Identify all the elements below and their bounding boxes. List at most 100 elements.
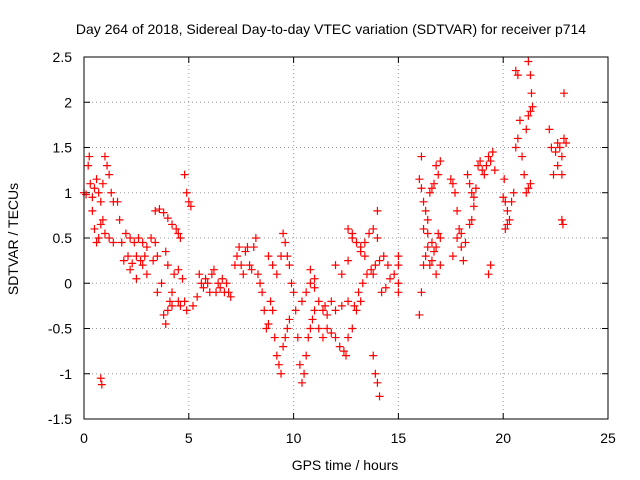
data-point <box>212 288 221 297</box>
data-point <box>337 270 346 279</box>
data-point <box>383 261 392 270</box>
data-point <box>469 193 478 202</box>
data-point <box>415 310 424 319</box>
data-point <box>268 306 277 315</box>
data-point <box>323 324 332 333</box>
data-point <box>331 306 340 315</box>
data-point <box>350 301 359 310</box>
x-tick-label: 20 <box>495 430 511 446</box>
data-point <box>432 161 441 170</box>
x-tick-label: 15 <box>391 430 407 446</box>
data-point <box>168 288 177 297</box>
data-point <box>318 306 327 315</box>
data-point <box>448 252 457 261</box>
data-point <box>285 261 294 270</box>
data-point <box>500 175 509 184</box>
data-point-layer <box>80 57 571 401</box>
data-point <box>527 89 536 98</box>
data-point <box>105 234 114 242</box>
data-point <box>222 279 231 288</box>
data-point <box>151 238 160 247</box>
data-point <box>499 193 508 202</box>
data-point <box>425 188 434 197</box>
data-point <box>488 148 497 157</box>
data-point <box>295 360 304 369</box>
data-point <box>562 138 571 147</box>
data-point <box>509 188 518 197</box>
data-point <box>358 279 367 288</box>
y-axis-label: SDTVAR / TECUs <box>5 183 21 295</box>
data-point <box>394 252 403 261</box>
data-point <box>97 380 106 389</box>
data-point <box>432 270 441 279</box>
data-point <box>285 315 294 324</box>
data-point <box>86 179 95 188</box>
data-point <box>126 265 135 274</box>
data-point <box>279 342 288 351</box>
data-point <box>369 351 378 360</box>
data-point <box>484 270 493 279</box>
data-point <box>82 190 91 199</box>
data-point <box>165 297 174 306</box>
data-point <box>331 261 340 270</box>
data-point <box>327 297 336 306</box>
data-point <box>310 306 319 315</box>
data-point <box>140 252 149 261</box>
data-point <box>256 279 265 288</box>
data-point <box>524 184 533 193</box>
data-point <box>448 179 457 188</box>
data-point <box>113 197 122 206</box>
x-tick-label: 10 <box>286 430 302 446</box>
data-point <box>302 288 311 297</box>
data-point <box>352 238 361 247</box>
data-point <box>507 197 516 206</box>
data-point <box>174 265 183 274</box>
data-point <box>96 197 105 206</box>
data-point <box>375 392 384 401</box>
data-point <box>138 261 147 270</box>
data-point <box>467 215 476 224</box>
data-point <box>188 301 197 310</box>
data-point <box>277 369 286 378</box>
data-point <box>559 134 568 143</box>
data-point <box>310 274 319 283</box>
data-point <box>371 369 380 378</box>
data-point <box>337 301 346 310</box>
data-point <box>253 270 262 279</box>
data-point <box>90 184 99 193</box>
data-point <box>526 179 535 188</box>
data-point <box>339 347 348 356</box>
data-point <box>520 170 529 179</box>
data-point <box>100 152 109 161</box>
data-point <box>233 252 242 261</box>
data-point <box>469 202 478 211</box>
data-point <box>178 274 187 283</box>
data-point <box>88 206 97 215</box>
data-point <box>262 324 271 333</box>
data-point <box>522 188 531 197</box>
data-point <box>163 306 172 315</box>
data-point <box>103 161 112 170</box>
data-point <box>461 238 470 247</box>
data-point <box>237 261 246 270</box>
data-point <box>511 66 520 75</box>
data-point <box>379 252 388 261</box>
data-point <box>249 243 258 252</box>
y-tick-label: -1 <box>60 366 73 382</box>
data-point <box>318 333 327 342</box>
data-point <box>149 256 158 265</box>
x-tick-label: 5 <box>185 430 193 446</box>
data-point <box>528 102 537 111</box>
data-point <box>394 279 403 288</box>
data-point <box>235 243 244 252</box>
data-point <box>224 288 233 297</box>
data-point <box>365 229 374 238</box>
data-point <box>94 234 103 242</box>
data-point <box>513 134 522 143</box>
data-point <box>107 188 116 197</box>
data-point <box>511 143 520 152</box>
data-point <box>117 238 126 247</box>
data-point <box>417 288 426 297</box>
data-point <box>279 229 288 238</box>
